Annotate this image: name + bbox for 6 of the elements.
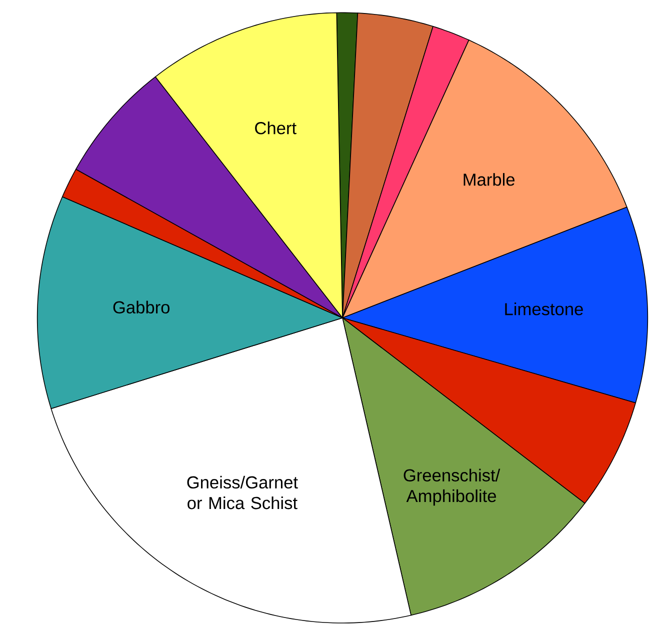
slice-label: Marble bbox=[464, 173, 515, 186]
slice-label: Gabbro bbox=[113, 300, 170, 314]
slice-label: Limestone bbox=[505, 302, 583, 316]
slice-label: Gneiss/Garnet or Mica Schist bbox=[187, 476, 298, 510]
slice-label: Greenschist/ Amphibolite bbox=[404, 468, 500, 506]
slice-label: Chert bbox=[255, 122, 296, 134]
